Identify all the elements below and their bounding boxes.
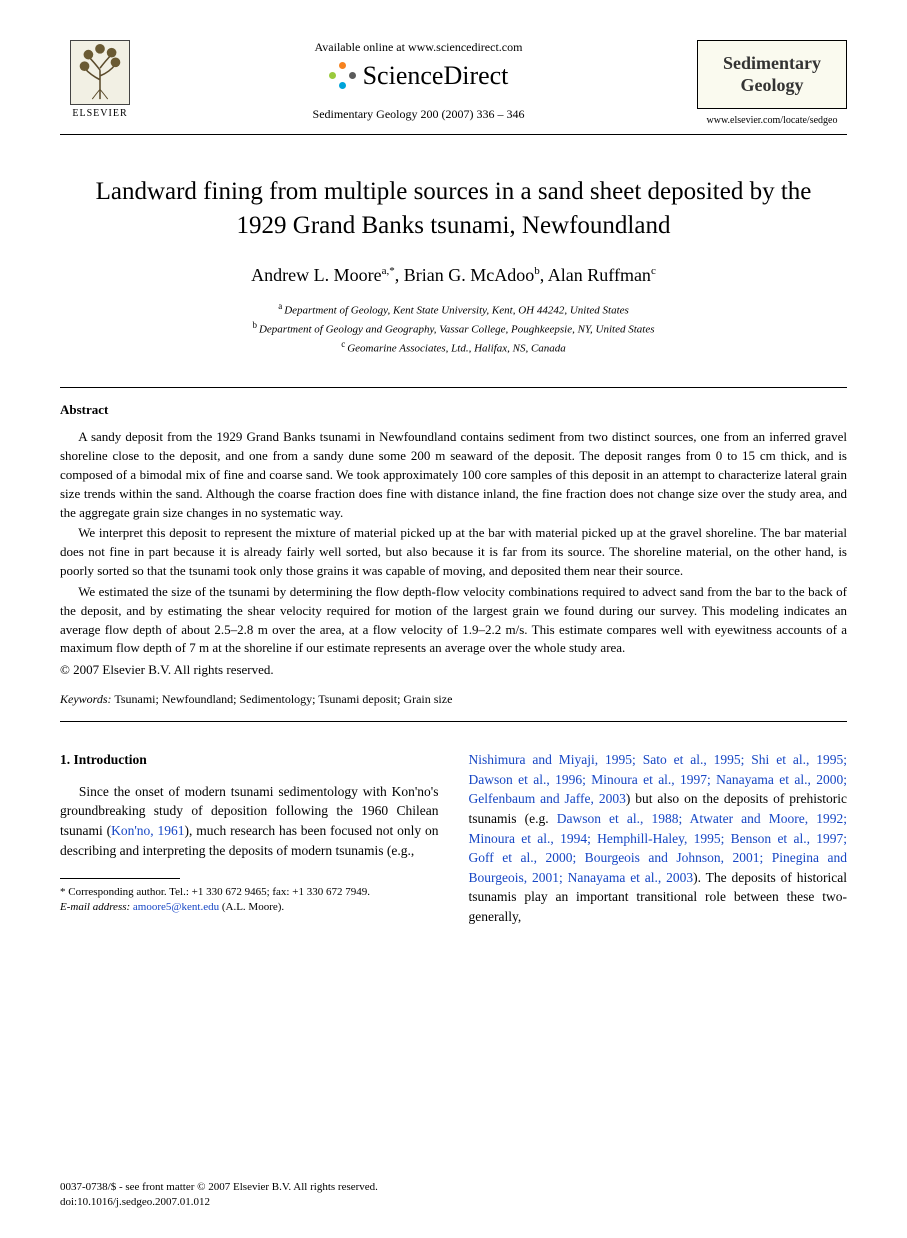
affiliation-c: cGeomarine Associates, Ltd., Halifax, NS… [60,338,847,357]
intro-paragraph-right: Nishimura and Miyaji, 1995; Sato et al.,… [469,750,848,926]
author-list: Andrew L. Moorea,*, Brian G. McAdoob, Al… [60,265,847,286]
keywords-line: Keywords: Tsunami; Newfoundland; Sedimen… [60,692,847,707]
journal-box-line2: Geology [702,75,842,97]
page-header: ELSEVIER Available online at www.science… [60,40,847,135]
affiliation-a: aDepartment of Geology, Kent State Unive… [60,300,847,319]
divider-top [60,387,847,388]
journal-url: www.elsevier.com/locate/sedgeo [697,115,847,126]
email-line: E-mail address: amoore5@kent.edu (A.L. M… [60,900,439,915]
doi-line: doi:10.1016/j.sedgeo.2007.01.012 [60,1195,847,1210]
header-right: Sedimentary Geology www.elsevier.com/loc… [697,40,847,126]
left-column: 1. Introduction Since the onset of moder… [60,750,439,926]
author-1: Andrew L. Moorea,* [251,265,395,285]
header-center: Available online at www.sciencedirect.co… [140,40,697,122]
available-online-text: Available online at www.sciencedirect.co… [150,40,687,55]
abstract-copyright: © 2007 Elsevier B.V. All rights reserved… [60,662,847,678]
author-3: Alan Ruffmanc [548,265,656,285]
journal-title-box: Sedimentary Geology [697,40,847,109]
journal-box-line1: Sedimentary [702,53,842,75]
email-link[interactable]: amoore5@kent.edu [133,901,219,913]
keywords-label: Keywords: [60,692,112,706]
divider-bottom [60,721,847,722]
page-footer: 0037-0738/$ - see front matter © 2007 El… [60,1180,847,1210]
author-2: Brian G. McAdoob [404,265,540,285]
abstract-p1: A sandy deposit from the 1929 Grand Bank… [60,428,847,522]
citation-konno[interactable]: Kon'no, 1961 [111,823,184,838]
corr-author-line: * Corresponding author. Tel.: +1 330 672… [60,885,439,900]
body-columns: 1. Introduction Since the onset of moder… [60,750,847,926]
sciencedirect-text: ScienceDirect [363,61,509,91]
right-column: Nishimura and Miyaji, 1995; Sato et al.,… [469,750,848,926]
affiliation-b: bDepartment of Geology and Geography, Va… [60,319,847,338]
elsevier-tree-icon [70,40,130,105]
sciencedirect-dots-icon [329,62,357,90]
abstract-p3: We estimated the size of the tsunami by … [60,583,847,658]
keywords-text: Tsunami; Newfoundland; Sedimentology; Ts… [112,692,453,706]
article-title: Landward fining from multiple sources in… [80,175,827,243]
elsevier-label: ELSEVIER [72,108,127,119]
abstract-section: Abstract A sandy deposit from the 1929 G… [60,402,847,678]
abstract-heading: Abstract [60,402,847,418]
elsevier-logo-block: ELSEVIER [60,40,140,119]
journal-reference: Sedimentary Geology 200 (2007) 336 – 346 [150,107,687,122]
front-matter-line: 0037-0738/$ - see front matter © 2007 El… [60,1180,847,1195]
corresponding-author-footnote: * Corresponding author. Tel.: +1 330 672… [60,885,439,916]
intro-paragraph-left: Since the onset of modern tsunami sedime… [60,782,439,860]
section-1-heading: 1. Introduction [60,750,439,770]
sciencedirect-logo: ScienceDirect [329,61,509,91]
abstract-p2: We interpret this deposit to represent t… [60,524,847,581]
footnote-rule [60,878,180,879]
affiliation-list: aDepartment of Geology, Kent State Unive… [60,300,847,357]
